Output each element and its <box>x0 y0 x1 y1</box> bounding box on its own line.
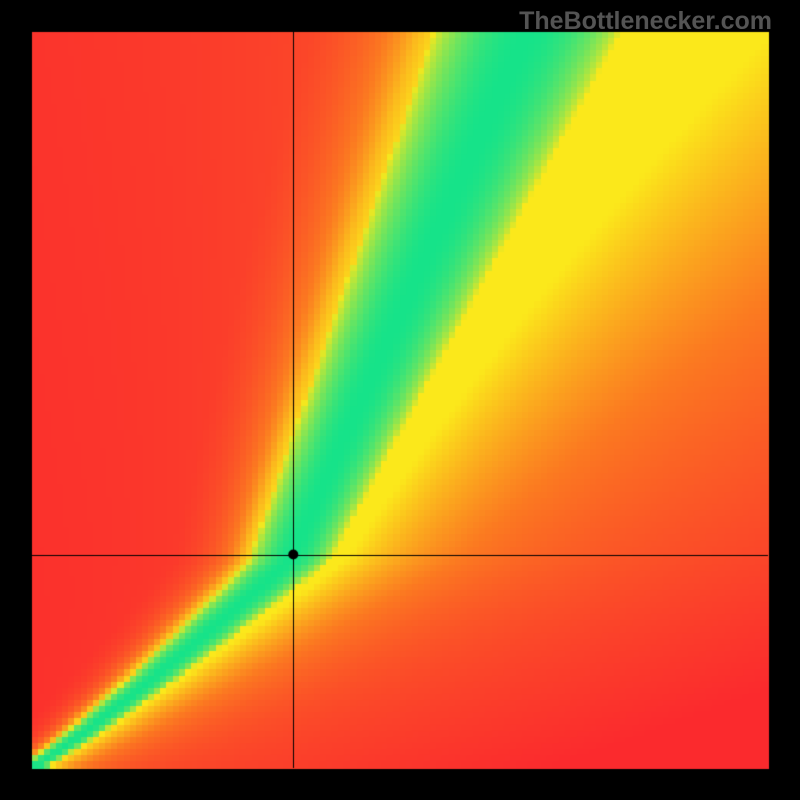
chart-container: TheBottlenecker.com <box>0 0 800 800</box>
heatmap-canvas <box>0 0 800 800</box>
watermark-text: TheBottlenecker.com <box>519 7 772 36</box>
